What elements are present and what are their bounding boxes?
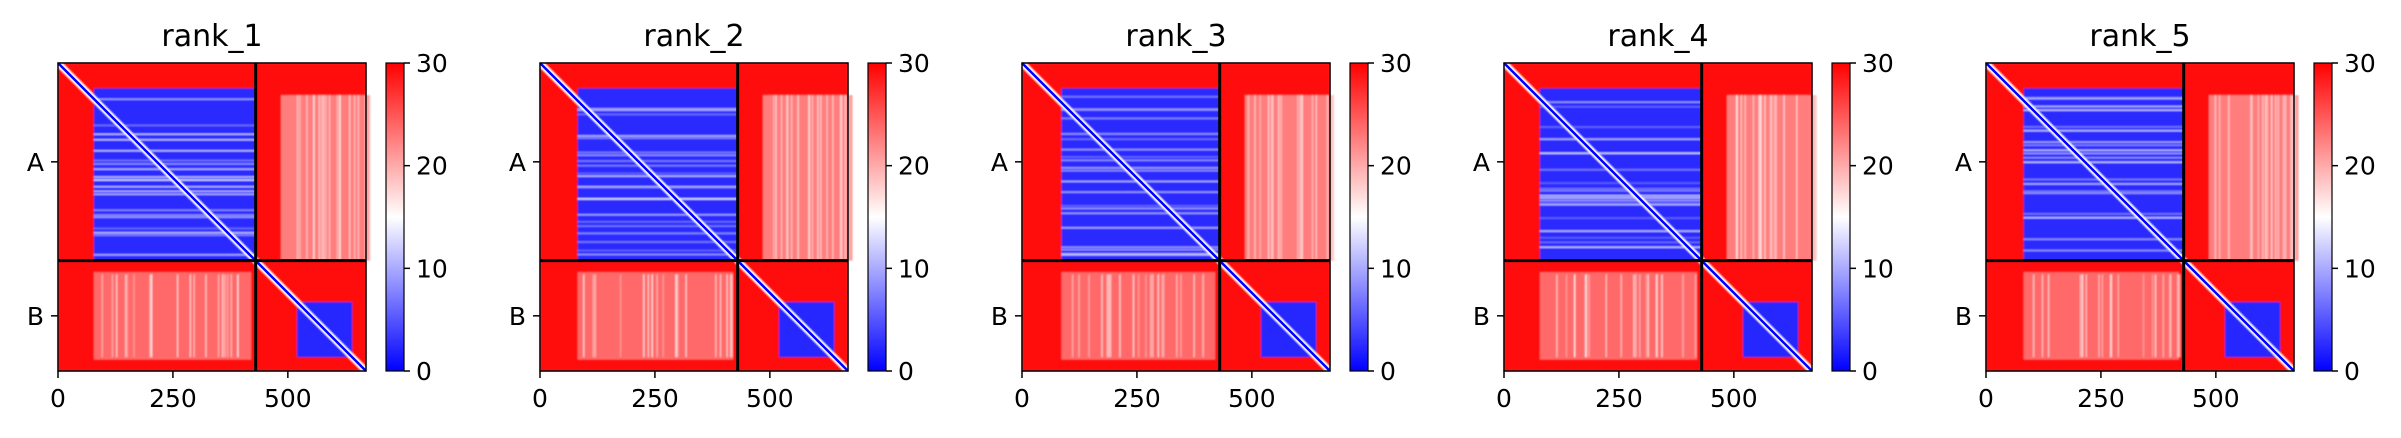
chain-label: B bbox=[991, 302, 1008, 331]
panel-title: rank_2 bbox=[643, 19, 744, 54]
panel-3: rank_3 0 250 500 A B 0 10 20 30 bbox=[991, 19, 1412, 413]
colorbar-frame bbox=[867, 62, 887, 372]
chain-label: A bbox=[509, 148, 526, 177]
x-tick-label: 0 bbox=[532, 384, 548, 413]
diagonal bbox=[57, 62, 367, 372]
heatmap-frame bbox=[539, 62, 849, 372]
heatmap-frame bbox=[1503, 62, 1813, 372]
colorbar-tick-label: 20 bbox=[2344, 152, 2376, 181]
colorbar-tick-label: 10 bbox=[1862, 254, 1894, 283]
panel-5: rank_5 0 250 500 A B 0 10 20 30 bbox=[1955, 19, 2376, 413]
x-tick-label: 250 bbox=[149, 384, 197, 413]
x-tick-label: 500 bbox=[1228, 384, 1276, 413]
chain-label: A bbox=[1473, 148, 1490, 177]
colorbar-tick-label: 0 bbox=[898, 357, 914, 386]
diagonal bbox=[1021, 62, 1331, 372]
x-tick-label: 0 bbox=[1014, 384, 1030, 413]
colorbar: 0 10 20 30 bbox=[867, 49, 930, 386]
panel-title: rank_3 bbox=[1125, 19, 1226, 54]
colorbar-tick-label: 0 bbox=[1862, 357, 1878, 386]
x-tick-label: 250 bbox=[1595, 384, 1643, 413]
heatmap bbox=[55, 60, 371, 374]
x-tick-label: 0 bbox=[1978, 384, 1994, 413]
chain-label: B bbox=[27, 302, 44, 331]
heatmap-frame bbox=[1985, 62, 2295, 372]
panels: rank_1 0 250 500 A B 0 10 20 30 rank_2 0 250 500 A B 0 10… bbox=[27, 19, 2376, 413]
panel-1: rank_1 0 250 500 A B 0 10 20 30 bbox=[27, 19, 448, 413]
heatmap bbox=[1501, 60, 1817, 374]
colorbar-tick-label: 20 bbox=[898, 152, 930, 181]
heatmap bbox=[537, 60, 853, 374]
x-tick-label: 250 bbox=[2077, 384, 2125, 413]
colorbar: 0 10 20 30 bbox=[2313, 49, 2376, 386]
diagonal bbox=[1503, 62, 1813, 372]
chain-label: A bbox=[1955, 148, 1972, 177]
colorbar-frame bbox=[2313, 62, 2333, 372]
colorbar-tick-label: 0 bbox=[416, 357, 432, 386]
diagonal bbox=[539, 62, 849, 372]
chain-label: A bbox=[27, 148, 44, 177]
x-tick-label: 250 bbox=[631, 384, 679, 413]
colorbar-tick-label: 20 bbox=[416, 152, 448, 181]
colorbar-tick-label: 20 bbox=[1862, 152, 1894, 181]
colorbar-tick-label: 20 bbox=[1380, 152, 1412, 181]
heatmap bbox=[1019, 60, 1335, 374]
colorbar-tick-label: 0 bbox=[2344, 357, 2360, 386]
colorbar-tick-label: 30 bbox=[416, 49, 448, 78]
colorbar: 0 10 20 30 bbox=[385, 49, 448, 386]
panel-2: rank_2 0 250 500 A B 0 10 20 30 bbox=[509, 19, 930, 413]
colorbar-tick-label: 0 bbox=[1380, 357, 1396, 386]
x-tick-label: 0 bbox=[50, 384, 66, 413]
panel-title: rank_4 bbox=[1607, 19, 1708, 54]
panel-title: rank_1 bbox=[161, 19, 262, 54]
panel-4: rank_4 0 250 500 A B 0 10 20 30 bbox=[1473, 19, 1894, 413]
x-tick-label: 500 bbox=[2192, 384, 2240, 413]
colorbar-tick-label: 10 bbox=[2344, 254, 2376, 283]
colorbar-gradient bbox=[1350, 63, 1368, 371]
colorbar-frame bbox=[1349, 62, 1369, 372]
colorbar-tick-label: 10 bbox=[898, 254, 930, 283]
chain-label: B bbox=[509, 302, 526, 331]
colorbar-frame bbox=[385, 62, 405, 372]
panel-title: rank_5 bbox=[2089, 19, 2190, 54]
colorbar-gradient bbox=[1832, 63, 1850, 371]
colorbar-gradient bbox=[386, 63, 404, 371]
x-tick-label: 0 bbox=[1496, 384, 1512, 413]
colorbar-tick-label: 30 bbox=[2344, 49, 2376, 78]
heatmap-frame bbox=[57, 62, 367, 372]
x-tick-label: 500 bbox=[746, 384, 794, 413]
colorbar-tick-label: 30 bbox=[898, 49, 930, 78]
chain-label: B bbox=[1473, 302, 1490, 331]
x-tick-label: 250 bbox=[1113, 384, 1161, 413]
chain-label: B bbox=[1955, 302, 1972, 331]
colorbar-tick-label: 30 bbox=[1380, 49, 1412, 78]
chain-label: A bbox=[991, 148, 1008, 177]
diagonal bbox=[1985, 62, 2295, 372]
colorbar-tick-label: 30 bbox=[1862, 49, 1894, 78]
colorbar-tick-label: 10 bbox=[1380, 254, 1412, 283]
colorbar: 0 10 20 30 bbox=[1831, 49, 1894, 386]
colorbar-gradient bbox=[868, 63, 886, 371]
heatmap-image bbox=[55, 60, 371, 374]
heatmap-frame bbox=[1021, 62, 1331, 372]
x-tick-label: 500 bbox=[1710, 384, 1758, 413]
colorbar-tick-label: 10 bbox=[416, 254, 448, 283]
heatmap bbox=[1983, 60, 2299, 374]
colorbar-frame bbox=[1831, 62, 1851, 372]
x-tick-label: 500 bbox=[264, 384, 312, 413]
colorbar-gradient bbox=[2314, 63, 2332, 371]
colorbar: 0 10 20 30 bbox=[1349, 49, 1412, 386]
